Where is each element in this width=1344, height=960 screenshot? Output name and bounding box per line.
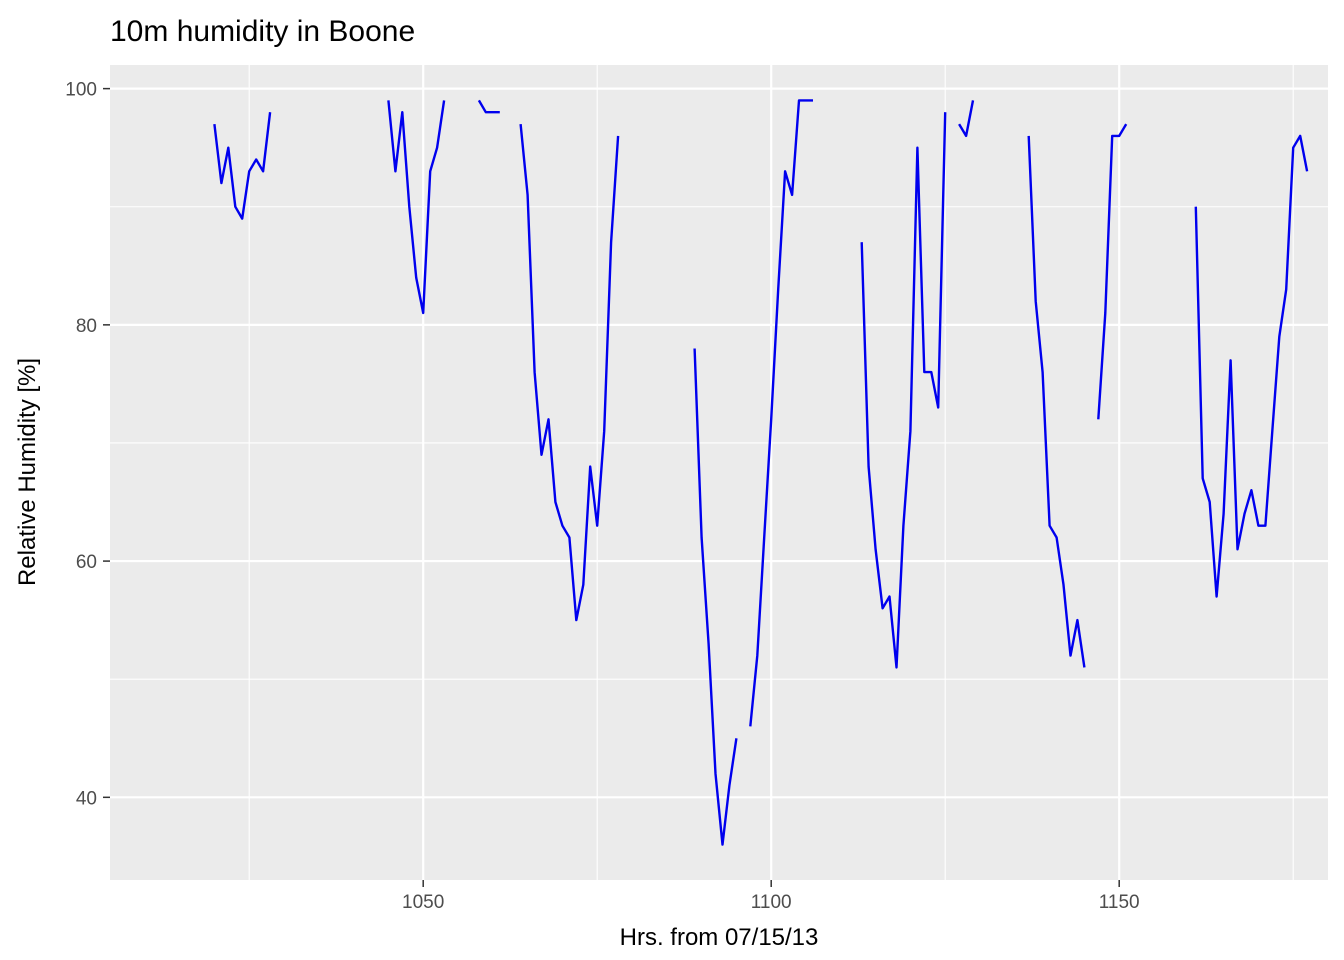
series-line-segment [1027,135,1086,668]
plot-panel [110,65,1328,880]
series-line-segment [1097,123,1128,420]
x-axis-title: Hrs. from 07/15/13 [620,924,819,951]
y-tick-label: 60 [76,552,97,573]
series-line-segment [213,112,272,220]
series-line-segment [477,99,500,114]
series-line-segment [860,112,947,669]
x-tick-label: 1050 [402,892,444,913]
y-tick-label: 100 [65,80,97,101]
series-line-segment [749,99,813,727]
x-axis: 1050 1100 1150 [402,880,1140,913]
y-axis: 40 60 80 100 [65,80,110,809]
x-tick-label: 1100 [751,892,792,913]
series-line-segment [693,348,738,846]
y-tick-label: 40 [76,788,97,809]
major-gridlines [110,65,1328,880]
series-line-segment [958,100,975,138]
chart-title: 10m humidity in Boone [110,15,415,48]
minor-gridlines [110,65,1328,880]
y-axis-title: Relative Humidity [%] [14,358,41,586]
x-tick-label: 1150 [1099,892,1140,913]
humidity-series [213,99,1309,846]
series-line-segment [519,123,620,622]
series-line-segment [1194,134,1309,598]
series-line-segment [387,100,446,315]
y-tick-label: 80 [76,316,97,337]
